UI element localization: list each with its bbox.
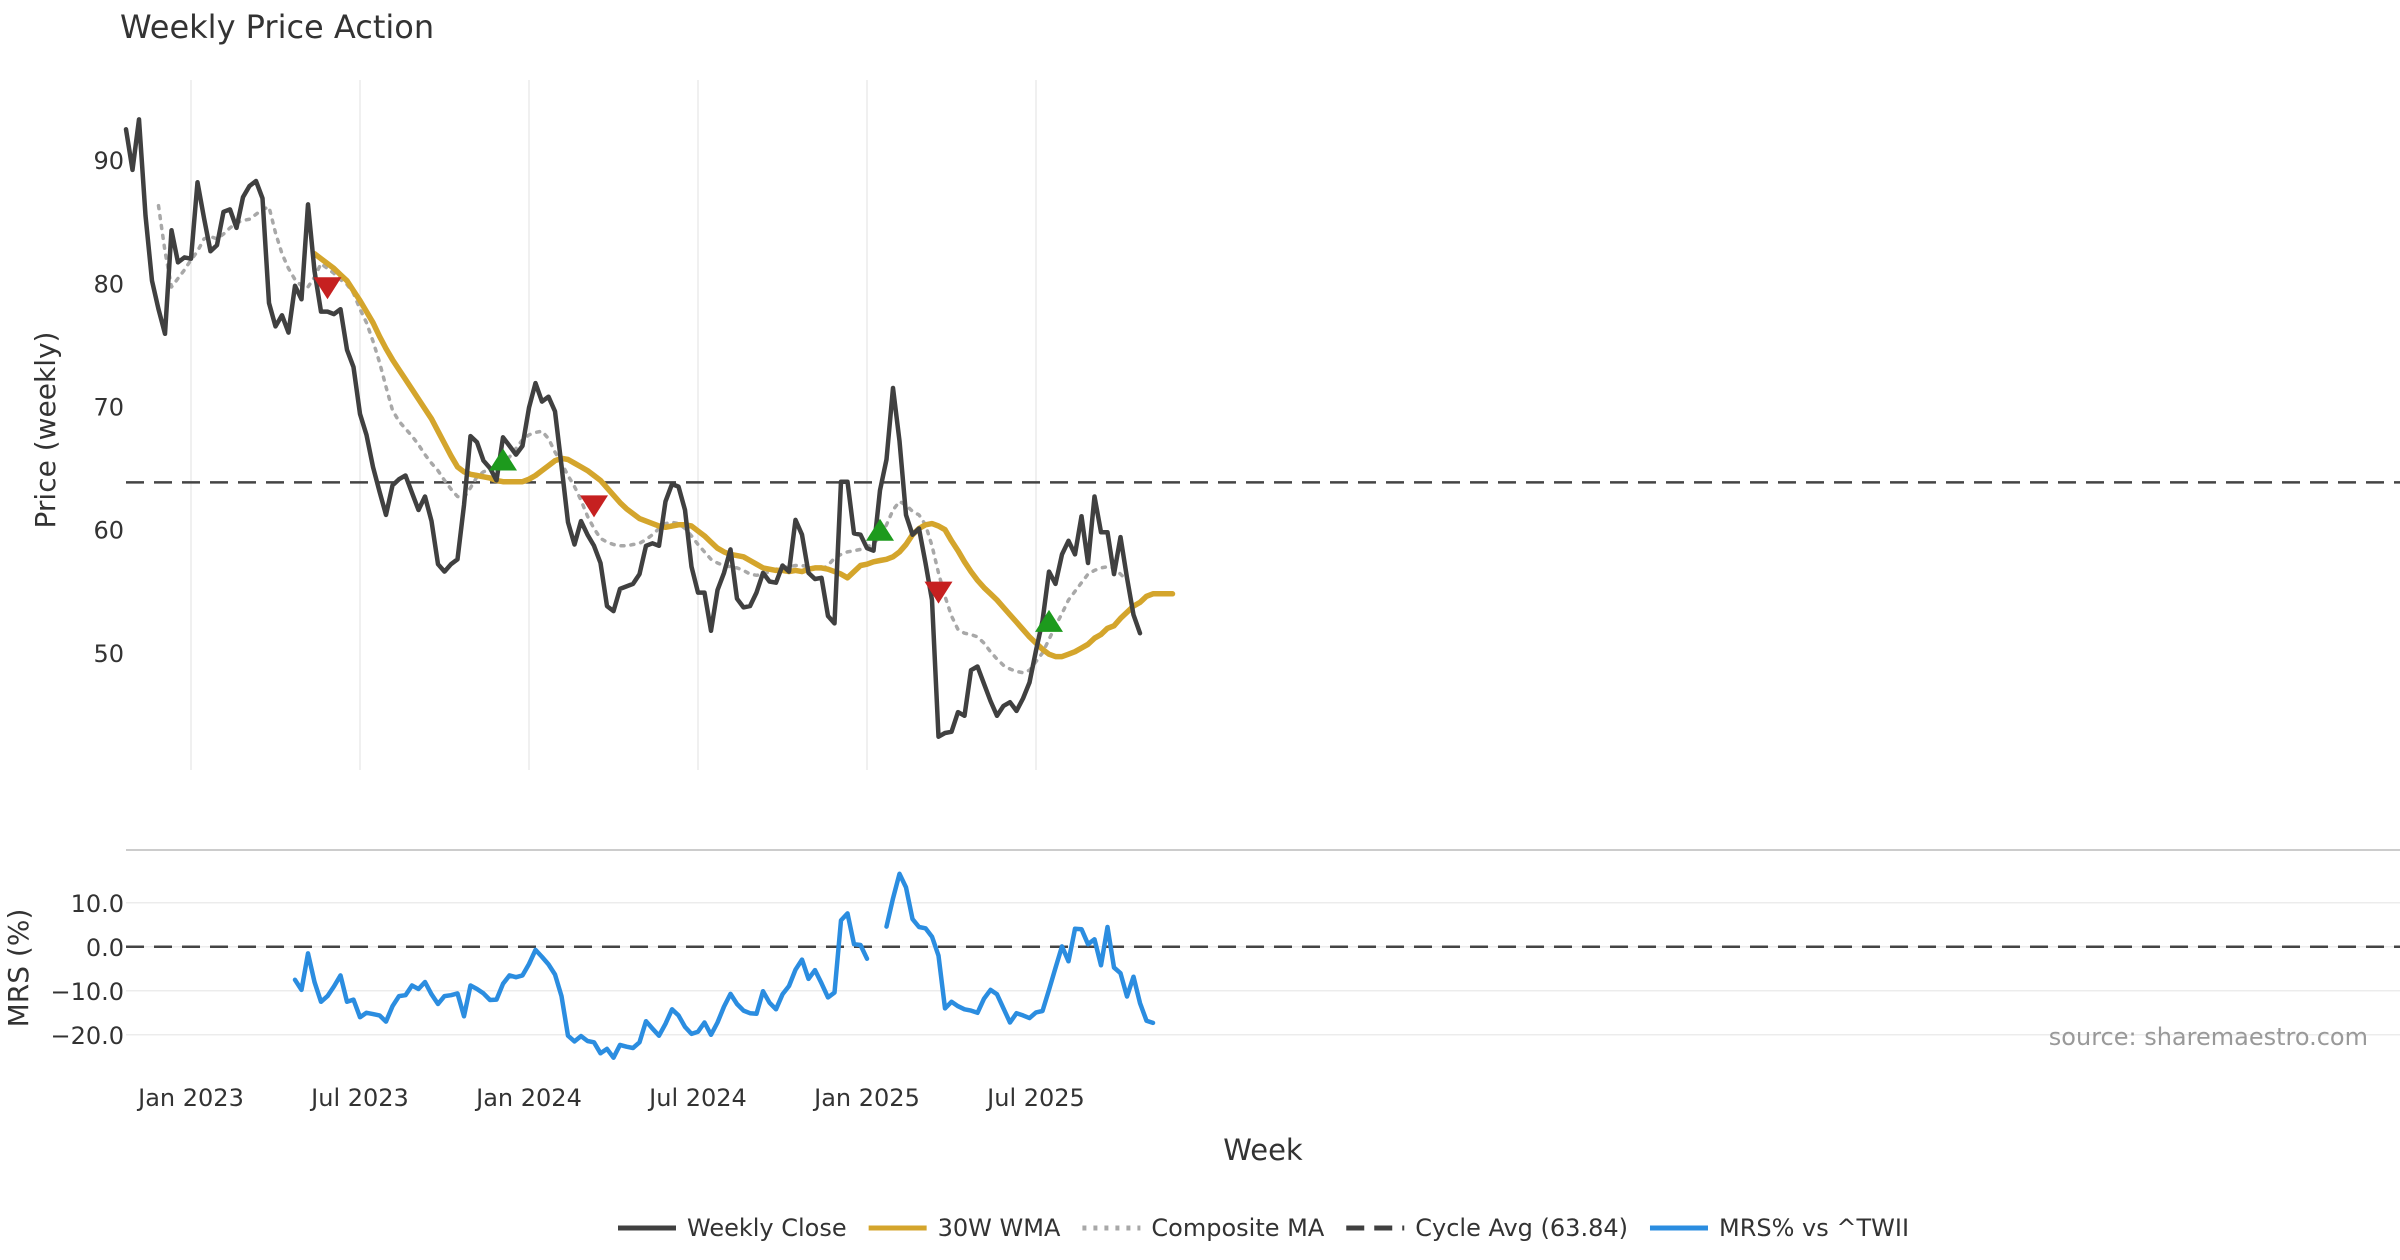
mrs-y-tick-label: −10.0 [50, 978, 124, 1006]
x-axis-label: Week [1223, 1133, 1303, 1167]
mrs-y-tick-label: −20.0 [50, 1022, 124, 1050]
price-y-axis-label: Price (weekly) [29, 332, 62, 529]
price-y-tick-label: 50 [93, 640, 124, 668]
mrs-y-ticks: 10.0 0.0 −10.0 −20.0 [50, 890, 124, 1050]
legend-label: Cycle Avg (63.84) [1415, 1214, 1628, 1242]
x-tick-label: Jul 2023 [309, 1084, 409, 1112]
chart-title: Weekly Price Action [120, 8, 434, 46]
legend-label: Composite MA [1151, 1214, 1324, 1242]
x-tick-label: Jan 2024 [474, 1084, 582, 1112]
mrs-series-group [292, 871, 1156, 1060]
x-axis-ticks: Jan 2023 Jul 2023 Jan 2024 Jul 2024 Jan 2025… [136, 1084, 1085, 1112]
price-y-tick-label: 80 [93, 270, 124, 298]
series-mrs [884, 871, 1156, 1026]
legend: Weekly Close 30W WMA Composite MA Cycle Avg… [618, 1214, 1909, 1242]
buy-signal-marker [866, 518, 894, 541]
sell-signal-marker [580, 495, 608, 518]
buy-signal-marker [1035, 609, 1063, 632]
source-note: source: sharemaestro.com [2049, 1023, 2368, 1051]
sell-signal-marker [924, 581, 953, 604]
x-tick-label: Jul 2024 [647, 1084, 747, 1112]
mrs-panel: 10.0 0.0 −10.0 −20.0 MRS (%) source: sharem… [2, 849, 2400, 1060]
legend-label: 30W WMA [938, 1214, 1061, 1242]
x-tick-label: Jan 2023 [136, 1084, 244, 1112]
series-composite-ma [156, 203, 1129, 675]
buy-signal-marker [489, 448, 517, 471]
mrs-y-axis-label: MRS (%) [2, 909, 35, 1028]
price-panel: 50 60 70 80 90 Price (weekly) [29, 80, 2400, 770]
mrs-gridlines [126, 902, 2400, 1036]
mrs-y-tick-label: 0.0 [86, 934, 124, 962]
x-tick-label: Jan 2025 [812, 1084, 920, 1112]
series-mrs [292, 911, 870, 1060]
price-series-group [123, 117, 1176, 739]
mrs-y-tick-label: 10.0 [71, 890, 124, 918]
price-y-tick-label: 90 [93, 147, 124, 175]
legend-label: Weekly Close [687, 1214, 847, 1242]
series-weekly-close [123, 117, 1143, 739]
price-y-ticks: 50 60 70 80 90 [93, 147, 124, 668]
price-y-tick-label: 70 [93, 394, 124, 422]
signal-markers [313, 277, 1063, 632]
price-y-tick-label: 60 [93, 517, 124, 545]
price-gridlines [190, 80, 1037, 770]
x-tick-label: Jul 2025 [985, 1084, 1085, 1112]
legend-label: MRS% vs ^TWII [1719, 1214, 1909, 1242]
sell-signal-marker [313, 277, 342, 300]
series-30w-wma [311, 250, 1176, 660]
